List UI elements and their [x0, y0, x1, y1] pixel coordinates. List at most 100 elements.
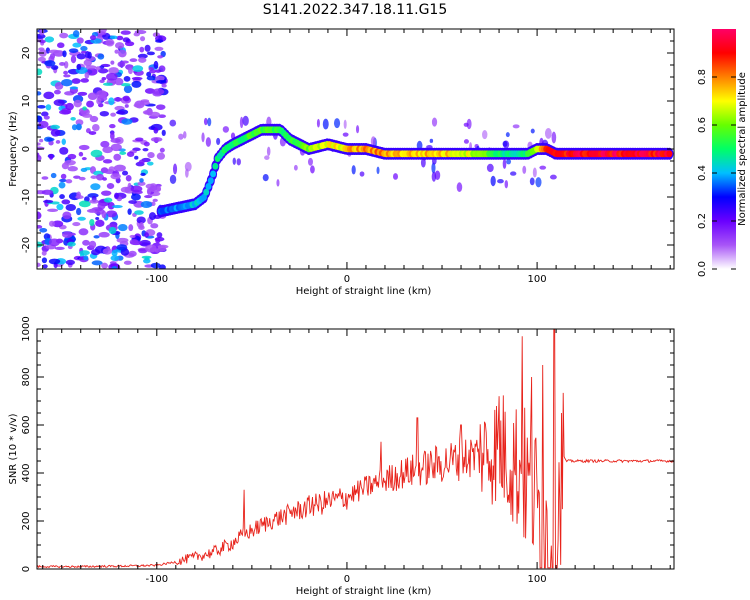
- noise-cell: [46, 137, 55, 142]
- noise-cell: [101, 262, 109, 269]
- noise-cell: [139, 178, 144, 183]
- noise-cell: [154, 75, 165, 82]
- noise-cell: [98, 231, 110, 238]
- noise-cell: [123, 260, 132, 265]
- noise-cell: [111, 249, 118, 257]
- noise-cell: [80, 45, 88, 52]
- noise-cell: [84, 51, 90, 58]
- noise-cell: [78, 151, 84, 157]
- noise-cell: [48, 238, 60, 247]
- noise-cell: [138, 159, 145, 164]
- noise-cell: [39, 227, 48, 233]
- noise-cell: [155, 104, 166, 110]
- noise-cell: [114, 77, 124, 86]
- noise-cell: [232, 157, 236, 165]
- noise-cell: [89, 115, 99, 123]
- y-tick-label: 1000: [21, 316, 32, 341]
- noise-cell: [75, 123, 82, 131]
- noise-cell: [56, 203, 64, 211]
- noise-cell: [140, 200, 153, 209]
- noise-cell: [37, 68, 43, 76]
- noise-cell: [115, 110, 126, 115]
- colorbar-tick-label: 0.8: [697, 69, 708, 85]
- noise-cell: [143, 141, 150, 147]
- noise-cell: [62, 50, 67, 58]
- noise-cell: [172, 163, 178, 175]
- noise-cell: [87, 92, 98, 100]
- noise-cell: [264, 155, 270, 160]
- noise-cell: [207, 117, 212, 127]
- noise-cell: [101, 76, 107, 81]
- noise-cell: [155, 185, 162, 192]
- noise-cell: [157, 55, 164, 59]
- noise-cell: [100, 140, 110, 148]
- noise-cell: [136, 216, 146, 224]
- noise-cell: [97, 53, 105, 60]
- noise-cell: [169, 119, 177, 127]
- noise-cell: [123, 76, 131, 82]
- noise-cell: [95, 66, 101, 71]
- noise-cell: [37, 33, 46, 39]
- noise-cell: [76, 63, 82, 71]
- noise-cell: [120, 30, 131, 35]
- noise-cell: [124, 104, 129, 108]
- noise-cell: [81, 156, 87, 161]
- noise-cell: [266, 146, 271, 157]
- x-axis-label: Height of straight line (km): [296, 586, 432, 597]
- noise-cell: [130, 193, 141, 201]
- noise-cell: [108, 97, 115, 106]
- noise-cell: [129, 239, 139, 245]
- x-tick-label: -100: [145, 274, 168, 285]
- ridge-cell: [210, 170, 217, 178]
- noise-cell: [359, 171, 365, 177]
- noise-cell: [88, 208, 96, 213]
- noise-cell: [83, 59, 92, 67]
- noise-cell: [37, 262, 41, 268]
- noise-cell: [97, 68, 109, 74]
- ridge-cell: [200, 193, 207, 201]
- noise-cell: [310, 165, 315, 174]
- noise-cell: [529, 177, 535, 186]
- noise-cell: [137, 181, 146, 186]
- noise-cell: [95, 173, 104, 181]
- noise-cell: [504, 180, 509, 189]
- noise-cell: [128, 200, 137, 204]
- noise-cell: [144, 194, 153, 199]
- noise-cell: [78, 200, 91, 208]
- noise-cell: [376, 166, 380, 175]
- y-tick-label: 0: [21, 566, 32, 572]
- noise-cell: [48, 49, 60, 54]
- noise-cell: [110, 60, 115, 65]
- y-tick-label: 400: [21, 463, 32, 482]
- noise-cell: [101, 210, 107, 219]
- noise-cell: [67, 166, 78, 172]
- noise-cell: [71, 124, 78, 131]
- noise-cell: [110, 255, 120, 262]
- noise-cell: [236, 158, 241, 166]
- noise-cell: [131, 76, 143, 81]
- noise-cell: [42, 199, 54, 204]
- noise-cell: [293, 164, 298, 171]
- noise-cell: [549, 174, 557, 180]
- noise-cell: [87, 193, 99, 198]
- noise-cell: [59, 109, 72, 115]
- noise-cell: [532, 167, 537, 178]
- y-tick-label: 600: [21, 415, 32, 434]
- noise-cell: [124, 41, 135, 47]
- noise-cell: [61, 79, 73, 87]
- noise-cell: [203, 117, 208, 126]
- noise-cell: [78, 250, 90, 256]
- noise-cell: [54, 246, 65, 251]
- noise-cell: [53, 99, 65, 107]
- noise-cell: [148, 212, 157, 220]
- noise-cell: [539, 165, 547, 170]
- noise-cell: [102, 177, 107, 181]
- noise-cell: [322, 118, 329, 130]
- noise-cell: [139, 221, 144, 229]
- noise-cell: [43, 115, 50, 120]
- noise-cell: [39, 29, 45, 36]
- ridge-cell: [666, 150, 673, 158]
- noise-cell: [61, 138, 66, 146]
- noise-cell: [392, 173, 399, 180]
